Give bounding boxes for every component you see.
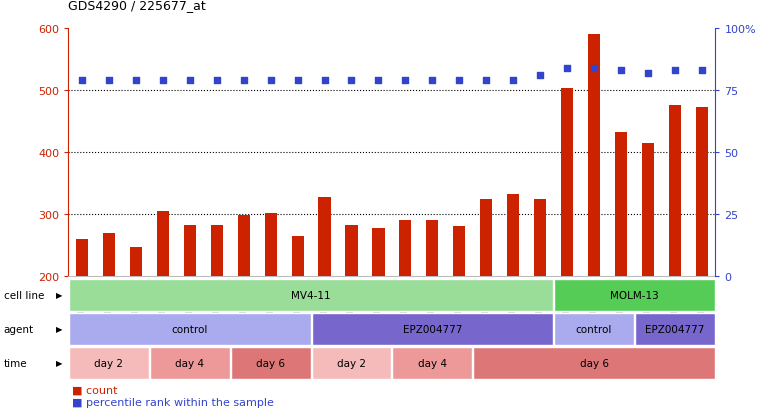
Point (345, 78, 358, 84)
Bar (426, 221, 438, 276)
Bar (150, 347, 230, 379)
Bar (231, 347, 310, 379)
Text: ▶: ▶ (56, 358, 62, 368)
Text: ■ count: ■ count (72, 385, 118, 394)
Bar (554, 280, 715, 311)
Bar (473, 347, 715, 379)
Text: ▶: ▶ (56, 291, 62, 300)
Point (291, 78, 304, 84)
Point (211, 78, 223, 84)
Text: day 6: day 6 (580, 358, 609, 368)
Text: day 6: day 6 (256, 358, 285, 368)
Bar (669, 106, 681, 276)
Bar (69, 313, 310, 345)
Bar (318, 197, 330, 276)
Text: ▶: ▶ (56, 325, 62, 334)
Point (130, 78, 142, 84)
Text: EPZ004777: EPZ004777 (645, 324, 705, 334)
Bar (311, 313, 553, 345)
Text: time: time (4, 358, 27, 368)
Point (615, 68, 627, 74)
Bar (291, 237, 304, 276)
Bar (393, 347, 473, 379)
Text: day 2: day 2 (337, 358, 366, 368)
Point (237, 78, 250, 84)
Text: cell line: cell line (4, 290, 44, 300)
Bar (400, 221, 412, 276)
Bar (642, 143, 654, 276)
Bar (237, 216, 250, 276)
Point (183, 78, 196, 84)
Point (507, 78, 519, 84)
Bar (103, 233, 115, 276)
Bar (265, 213, 277, 276)
Point (480, 78, 492, 84)
Text: day 2: day 2 (94, 358, 123, 368)
Point (103, 78, 115, 84)
Text: control: control (171, 324, 208, 334)
Bar (561, 89, 573, 276)
Bar (696, 108, 708, 276)
Bar (183, 225, 196, 276)
Bar (372, 228, 384, 276)
Text: MOLM-13: MOLM-13 (610, 290, 659, 300)
Bar (534, 199, 546, 276)
Point (372, 78, 384, 84)
Text: GDS4290 / 225677_at: GDS4290 / 225677_at (68, 0, 206, 12)
Text: MV4-11: MV4-11 (291, 290, 331, 300)
Bar (76, 239, 88, 276)
Text: day 4: day 4 (175, 358, 204, 368)
Point (400, 78, 412, 84)
Point (426, 78, 438, 84)
Bar (69, 347, 149, 379)
Point (76, 78, 88, 84)
Text: control: control (576, 324, 613, 334)
Point (454, 78, 466, 84)
Bar (69, 280, 553, 311)
Bar (311, 347, 391, 379)
Bar (480, 199, 492, 276)
Point (534, 73, 546, 79)
Point (318, 78, 330, 84)
Point (669, 68, 681, 74)
Bar (507, 195, 519, 276)
Bar (454, 227, 466, 276)
Point (588, 65, 600, 72)
Point (642, 70, 654, 77)
Bar (211, 225, 223, 276)
Point (265, 78, 277, 84)
Text: day 4: day 4 (418, 358, 447, 368)
Point (157, 78, 169, 84)
Text: EPZ004777: EPZ004777 (403, 324, 462, 334)
Bar (615, 133, 627, 276)
Bar (588, 35, 600, 276)
Point (696, 68, 708, 74)
Bar (157, 212, 169, 276)
Bar (130, 247, 142, 276)
Text: ■ percentile rank within the sample: ■ percentile rank within the sample (72, 397, 274, 407)
Point (561, 65, 573, 72)
Text: agent: agent (4, 324, 34, 334)
Bar (345, 225, 358, 276)
Bar (554, 313, 634, 345)
Bar (635, 313, 715, 345)
